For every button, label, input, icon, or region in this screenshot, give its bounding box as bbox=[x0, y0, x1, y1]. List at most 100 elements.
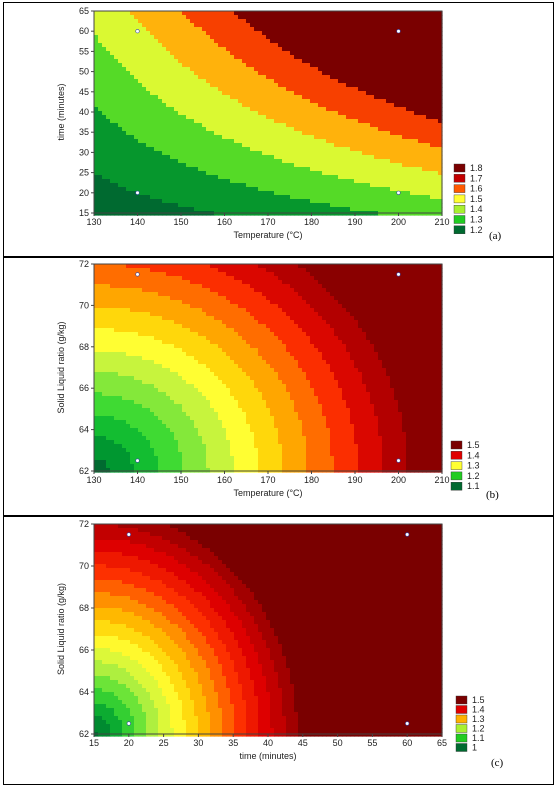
contour-cell bbox=[430, 23, 435, 28]
contour-cell bbox=[378, 39, 383, 44]
contour-cell bbox=[182, 63, 187, 68]
contour-cell bbox=[130, 324, 135, 329]
contour-cell bbox=[194, 43, 199, 48]
contour-cell bbox=[138, 95, 143, 100]
contour-cell bbox=[254, 151, 259, 156]
contour-cell bbox=[174, 195, 179, 200]
contour-cell bbox=[270, 31, 275, 36]
contour-cell bbox=[378, 171, 383, 176]
contour-cell bbox=[290, 67, 295, 72]
contour-cell bbox=[114, 400, 119, 405]
contour-cell bbox=[402, 131, 407, 136]
contour-cell bbox=[350, 103, 355, 108]
contour-cell bbox=[94, 464, 99, 469]
contour-cell bbox=[174, 35, 179, 40]
contour-cell bbox=[410, 31, 415, 36]
contour-cell bbox=[374, 43, 379, 48]
contour-cell bbox=[278, 55, 283, 60]
contour-cell bbox=[114, 288, 119, 293]
contour-cell bbox=[102, 324, 107, 329]
contour-cell bbox=[110, 332, 115, 337]
contour-cell bbox=[350, 135, 355, 140]
contour-cell bbox=[350, 151, 355, 156]
contour-cell bbox=[94, 55, 99, 60]
contour-cell bbox=[94, 123, 99, 128]
contour-cell bbox=[370, 67, 375, 72]
contour-cell bbox=[182, 43, 187, 48]
contour-cell bbox=[286, 103, 291, 108]
contour-cell bbox=[298, 127, 303, 132]
contour-cell bbox=[98, 75, 103, 80]
contour-cell bbox=[178, 199, 183, 204]
contour-cell bbox=[398, 139, 403, 144]
contour-cell bbox=[238, 67, 243, 72]
contour-cell bbox=[258, 91, 263, 96]
contour-cell bbox=[130, 272, 135, 277]
contour-cell bbox=[234, 15, 239, 20]
contour-cell bbox=[126, 292, 131, 297]
contour-cell bbox=[358, 155, 363, 160]
contour-cell bbox=[438, 143, 443, 148]
contour-cell bbox=[342, 191, 347, 196]
contour-cell bbox=[222, 83, 227, 88]
contour-cell bbox=[418, 95, 423, 100]
contour-cell bbox=[310, 183, 315, 188]
contour-cell bbox=[386, 15, 391, 20]
contour-cell bbox=[298, 51, 303, 56]
contour-cell bbox=[406, 203, 411, 208]
contour-cell bbox=[110, 424, 115, 429]
contour-cell bbox=[114, 272, 119, 277]
contour-cell bbox=[198, 87, 203, 92]
contour-cell bbox=[126, 444, 131, 449]
contour-cell bbox=[426, 207, 431, 212]
contour-cell bbox=[306, 191, 311, 196]
contour-cell bbox=[402, 155, 407, 160]
contour-cell bbox=[114, 103, 119, 108]
contour-cell bbox=[142, 135, 147, 140]
contour-cell bbox=[374, 47, 379, 52]
contour-cell bbox=[186, 91, 191, 96]
contour-cell bbox=[318, 143, 323, 148]
contour-cell bbox=[378, 47, 383, 52]
contour-cell bbox=[318, 139, 323, 144]
contour-cell bbox=[258, 155, 263, 160]
contour-cell bbox=[178, 167, 183, 172]
contour-cell bbox=[262, 191, 267, 196]
contour-cell bbox=[206, 35, 211, 40]
contour-cell bbox=[322, 151, 327, 156]
contour-cell bbox=[218, 151, 223, 156]
contour-cell bbox=[114, 43, 119, 48]
contour-cell bbox=[142, 195, 147, 200]
contour-cell bbox=[414, 199, 419, 204]
contour-cell bbox=[126, 103, 131, 108]
contour-cell bbox=[246, 147, 251, 152]
contour-cell bbox=[126, 356, 131, 361]
contour-cell bbox=[306, 95, 311, 100]
contour-cell bbox=[198, 139, 203, 144]
contour-cell bbox=[326, 199, 331, 204]
contour-cell bbox=[330, 207, 335, 212]
contour-cell bbox=[282, 171, 287, 176]
contour-cell bbox=[386, 191, 391, 196]
contour-cell bbox=[118, 127, 123, 132]
contour-cell bbox=[350, 11, 355, 16]
contour-cell bbox=[330, 99, 335, 104]
contour-cell bbox=[286, 123, 291, 128]
contour-cell bbox=[402, 127, 407, 132]
contour-cell bbox=[102, 63, 107, 68]
contour-cell bbox=[126, 167, 131, 172]
contour-cell bbox=[226, 143, 231, 148]
contour-cell bbox=[194, 151, 199, 156]
contour-cell bbox=[114, 324, 119, 329]
contour-cell bbox=[214, 151, 219, 156]
contour-cell bbox=[138, 123, 143, 128]
contour-cell bbox=[294, 47, 299, 52]
contour-cell bbox=[274, 35, 279, 40]
contour-cell bbox=[250, 203, 255, 208]
contour-cell bbox=[230, 43, 235, 48]
contour-cell bbox=[106, 356, 111, 361]
contour-cell bbox=[342, 55, 347, 60]
contour-cell bbox=[378, 151, 383, 156]
contour-cell bbox=[102, 175, 107, 180]
contour-cell bbox=[242, 199, 247, 204]
